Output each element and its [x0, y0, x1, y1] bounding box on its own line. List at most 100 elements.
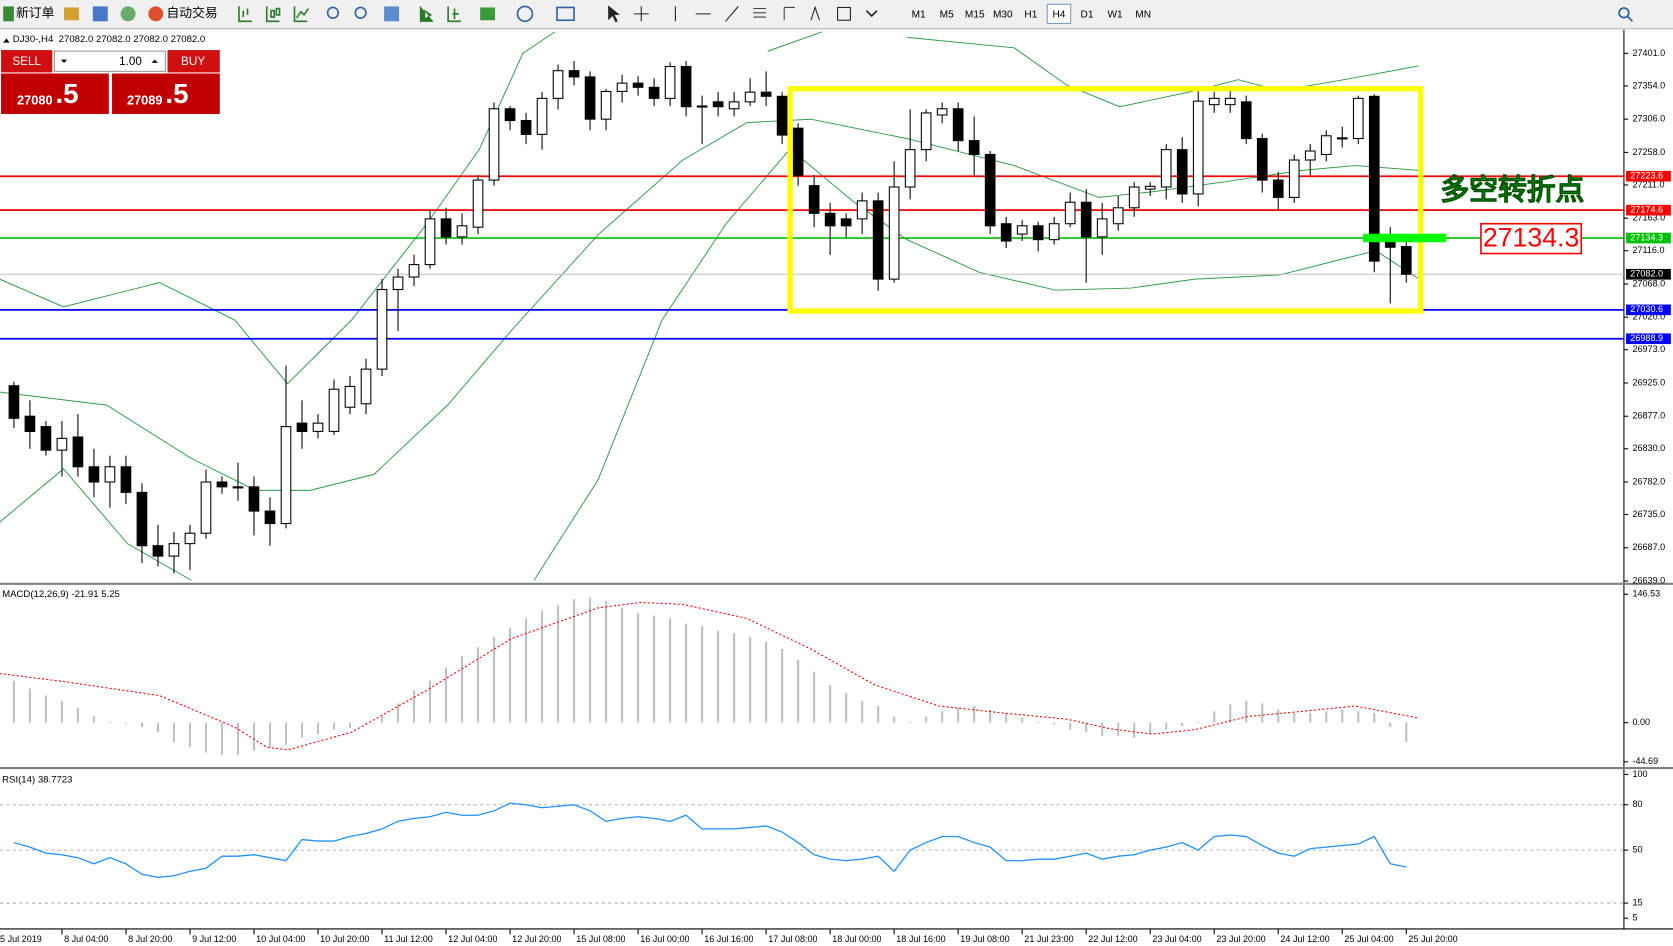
timeframe-button[interactable]: H4 — [1052, 10, 1065, 21]
candle-body — [200, 481, 212, 534]
candle-body — [520, 120, 532, 135]
x-tick-label: 19 Jul 08:00 — [960, 934, 1009, 944]
timeframe-bar: M1 M5 M15 M30 H1 H4 D1 W1 MN — [912, 3, 1151, 24]
timeframe-button[interactable]: W1 — [1107, 10, 1123, 21]
toolbar-icon[interactable] — [120, 6, 136, 22]
candle-body — [568, 70, 580, 78]
buy-button[interactable] — [167, 50, 220, 73]
search-icon[interactable] — [1626, 15, 1634, 22]
timeframe-button[interactable]: M1 — [912, 10, 926, 21]
candle-body — [1352, 97, 1364, 140]
timeframe-button[interactable]: D1 — [1081, 10, 1094, 21]
candle-body — [376, 288, 388, 370]
plot-area — [0, 29, 1624, 929]
candle-body — [136, 491, 148, 547]
candle-body — [216, 481, 228, 488]
candle-body — [328, 388, 340, 432]
x-tick-label: 10 Jul 04:00 — [256, 934, 305, 944]
candle-body — [104, 466, 116, 483]
candle-body — [440, 218, 452, 238]
candle-body — [824, 212, 836, 227]
candle-body — [744, 91, 756, 103]
autoscroll-icon[interactable] — [419, 6, 434, 22]
y-tick-label: 26687.0 — [1632, 542, 1665, 552]
lots-up[interactable] — [151, 59, 158, 63]
zoom-in-icon[interactable] — [326, 6, 340, 19]
buy-price-box[interactable] — [112, 73, 220, 114]
tile-icon[interactable] — [384, 6, 400, 22]
timeframe-button[interactable]: M15 — [965, 10, 985, 21]
candle-chart-icon[interactable] — [265, 6, 281, 23]
candle-body — [392, 276, 404, 291]
templates-icon[interactable] — [556, 6, 575, 22]
indicators-icon[interactable] — [480, 7, 496, 21]
level-callout-box — [1480, 222, 1583, 255]
candle-body — [40, 426, 52, 451]
lots-value[interactable]: 1.00 — [119, 55, 142, 68]
search-icon[interactable] — [1618, 7, 1630, 19]
candle-body — [952, 108, 964, 142]
x-tick-label: 16 Jul 00:00 — [640, 934, 689, 944]
x-tick-label: 18 Jul 00:00 — [832, 934, 881, 944]
drawing-icons[interactable] — [753, 6, 795, 21]
toolbar-icon[interactable] — [92, 6, 108, 22]
sell-price-box[interactable] — [1, 73, 109, 114]
drawing-icons[interactable] — [674, 6, 739, 22]
candle-body — [920, 112, 932, 151]
candle-body — [1096, 218, 1108, 238]
candle-body — [792, 127, 804, 176]
level-axis-tag — [1626, 232, 1671, 244]
sell-pips[interactable]: .5 — [55, 78, 78, 109]
candle-body — [760, 91, 772, 97]
candle-body — [1112, 207, 1124, 225]
candle-body — [72, 436, 84, 468]
y-tick-label: 26877.0 — [1632, 411, 1665, 421]
y-tick-label: 27306.0 — [1632, 114, 1665, 124]
buy-label[interactable]: BUY — [181, 55, 205, 68]
buy-pips[interactable]: .5 — [165, 78, 188, 109]
toolbar-icon[interactable] — [64, 7, 79, 21]
auto-trading-icon[interactable] — [148, 6, 164, 22]
arrows-icon[interactable] — [865, 10, 878, 18]
trade-panel: SELL 1.00 BUY 27080 .5 27089 .5 — [1, 50, 220, 114]
candle-body — [1368, 95, 1380, 262]
sell-label[interactable]: SELL — [12, 55, 41, 68]
x-tick-label: 11 Jul 12:00 — [384, 934, 433, 944]
label-icon[interactable] — [837, 6, 851, 21]
shift-icon[interactable] — [447, 6, 461, 23]
candle-body — [472, 179, 484, 228]
new-order-button[interactable]: 新订单 — [16, 5, 55, 20]
bar-chart-icon[interactable] — [238, 6, 252, 23]
level-axis-tag — [1626, 170, 1671, 182]
ohlc-label: 27082.0 27082.0 27082.0 27082.0 — [59, 34, 206, 45]
buy-price[interactable]: 27089 — [127, 93, 163, 108]
text-icon[interactable] — [810, 5, 820, 21]
collapse-icon[interactable] — [3, 38, 10, 43]
candle-body — [1208, 97, 1220, 106]
new-order-icon[interactable] — [3, 6, 14, 22]
line-chart-icon[interactable] — [293, 6, 310, 23]
highlight-box — [787, 86, 1424, 314]
sell-price[interactable]: 27080 — [17, 93, 53, 108]
cursor-icon[interactable] — [608, 5, 620, 23]
timeframe-button[interactable]: M5 — [940, 10, 954, 21]
candle-body — [344, 385, 356, 408]
timeframe-button[interactable]: H1 — [1024, 10, 1037, 21]
lots-down[interactable] — [60, 59, 68, 63]
pane — [0, 31, 1624, 581]
crosshair-icon[interactable] — [633, 6, 649, 22]
timeframe-button[interactable]: M30 — [993, 10, 1013, 21]
chart-title: DJ30-,H4 — [13, 34, 54, 45]
sell-button[interactable] — [1, 50, 53, 73]
lots-field[interactable] — [53, 50, 166, 72]
x-tick-label: 25 Jul 04:00 — [1344, 934, 1393, 944]
candle-body — [1400, 246, 1412, 275]
candle-body — [504, 108, 516, 122]
periods-icon[interactable] — [516, 5, 534, 23]
auto-trading-button[interactable]: 自动交易 — [166, 5, 217, 20]
timeframe-button[interactable]: MN — [1135, 10, 1151, 21]
rsi-title: RSI(14) 38.7723 — [2, 774, 72, 785]
zoom-out-icon[interactable] — [354, 6, 367, 19]
